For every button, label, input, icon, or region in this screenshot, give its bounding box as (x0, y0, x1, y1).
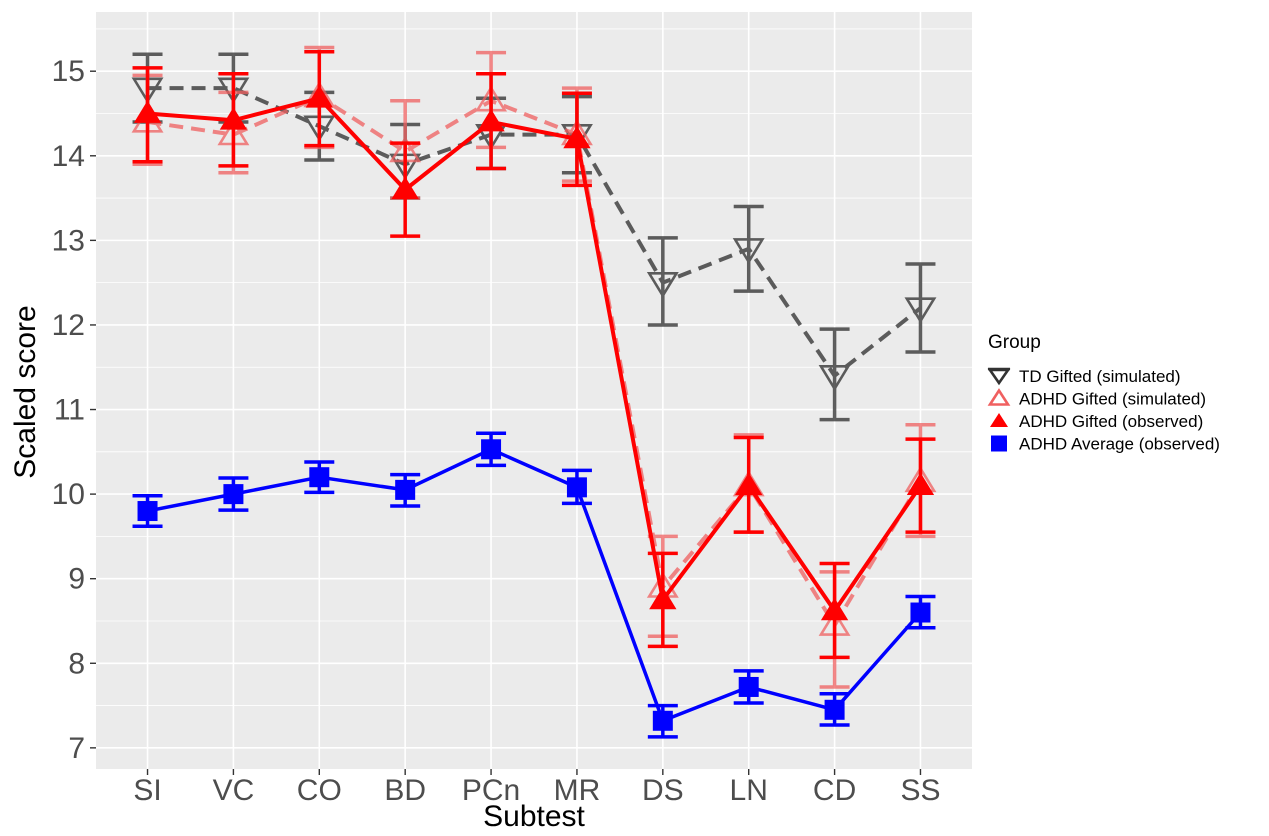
data-point (305, 85, 333, 108)
y-axis-title: Scaled score (9, 305, 42, 478)
legend-key (987, 388, 1011, 406)
data-point (818, 365, 851, 392)
y-tick-label: 7 (68, 732, 85, 765)
data-point (652, 710, 673, 731)
x-tick-label: SS (900, 774, 940, 807)
data-point (223, 484, 244, 505)
data-point (137, 501, 158, 522)
data-point (910, 602, 931, 623)
data-point (738, 676, 759, 697)
legend-symbol (991, 435, 1007, 452)
y-axis-ticks: 7 8 9 10 11 12 13 14 15 (52, 55, 96, 765)
data-point (649, 586, 677, 610)
x-tick-label: BD (384, 774, 426, 807)
x-tick-label: SI (133, 774, 161, 807)
legend: Group TD Gifted (simulated) ADHD Gifted (… (987, 332, 1220, 454)
legend-symbol (990, 413, 1008, 427)
y-tick-label: 9 (68, 563, 85, 596)
x-tick-label: VC (213, 774, 255, 807)
data-point (219, 107, 248, 130)
legend-symbol (987, 388, 1011, 406)
legend-label: ADHD Gifted (simulated) (1019, 390, 1206, 409)
data-point (820, 597, 849, 621)
data-point (824, 699, 845, 720)
data-point (646, 271, 679, 299)
grid-lines (96, 12, 972, 769)
series-line (147, 96, 923, 613)
x-tick-label: MR (554, 774, 601, 807)
data-point (735, 472, 763, 496)
data-point (563, 125, 591, 149)
series-layer (131, 45, 937, 739)
data-point (906, 472, 935, 496)
data-point (732, 238, 765, 265)
y-tick-label: 8 (68, 647, 85, 680)
legend-label: ADHD Average (observed) (1019, 435, 1220, 454)
y-tick-label: 14 (52, 140, 85, 173)
x-axis-title: Subtest (483, 800, 585, 833)
legend-key (991, 435, 1007, 452)
data-point (904, 297, 937, 324)
x-tick-label: DS (642, 774, 684, 807)
series-line (147, 86, 922, 378)
y-tick-label: 15 (52, 55, 85, 88)
data-point (566, 477, 587, 498)
x-axis-ticks: SI VC CO BD PCn MR DS LN CD SS (133, 769, 940, 807)
data-point (477, 108, 505, 132)
y-tick-label: 13 (52, 224, 85, 257)
series-group (132, 50, 936, 660)
legend-label: TD Gifted (simulated) (1019, 367, 1181, 386)
series-group (132, 431, 936, 739)
y-tick-label: 11 (54, 394, 85, 427)
legend-symbol (987, 368, 1011, 386)
x-tick-label: CO (297, 774, 342, 807)
x-tick-label: LN (730, 774, 768, 807)
y-tick-label: 12 (52, 309, 85, 342)
legend-label: ADHD Gifted (observed) (1019, 412, 1203, 431)
series-line (147, 447, 922, 723)
x-tick-label: CD (813, 774, 856, 807)
data-point (481, 439, 502, 460)
x-tick-label: PCn (462, 774, 520, 807)
y-tick-label: 10 (52, 478, 85, 511)
legend-key (990, 413, 1008, 427)
legend-title: Group (988, 332, 1041, 353)
legend-key (987, 367, 1011, 386)
data-point (391, 176, 419, 199)
series-line (147, 94, 923, 628)
data-point (133, 100, 162, 123)
data-point (309, 467, 330, 488)
data-point (395, 479, 416, 500)
